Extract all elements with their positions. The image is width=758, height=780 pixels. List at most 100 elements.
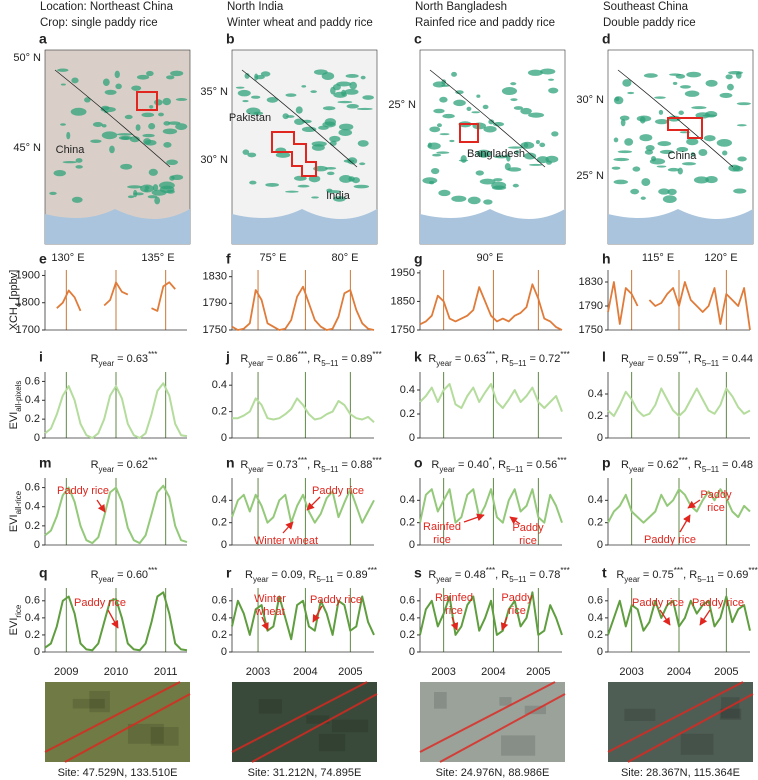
subscript: 5–11 — [506, 465, 524, 474]
panel-letter: m — [39, 455, 51, 471]
superscript: *** — [678, 350, 687, 359]
text-part: R — [91, 459, 99, 471]
map-cropland — [722, 150, 728, 156]
series-line — [231, 285, 375, 331]
annotation-arrow — [463, 513, 485, 523]
photo-field — [127, 723, 164, 744]
subscript: all-rice — [14, 490, 23, 514]
x-tick-label: 2004 — [481, 666, 505, 678]
map-cropland — [275, 152, 291, 158]
y-tick-label: 0.6 — [25, 481, 40, 493]
superscript: *** — [674, 566, 683, 575]
map-cropland — [529, 163, 543, 166]
map-cropland — [49, 191, 57, 196]
text-part: , R — [307, 459, 321, 471]
text-part: = 0.59 — [645, 353, 679, 365]
map-cropland — [524, 152, 537, 160]
map-cropland — [429, 126, 441, 133]
map-cropland — [613, 137, 619, 143]
photo-field — [680, 733, 714, 755]
annotation-arrow — [659, 609, 671, 626]
panel-letter: o — [414, 455, 423, 471]
map-cropland — [324, 118, 337, 126]
map-cropland — [617, 150, 633, 154]
map-cropland — [627, 91, 635, 95]
map-cropland — [678, 110, 684, 115]
superscript: *** — [486, 350, 495, 359]
map-cropland — [479, 178, 496, 185]
y-tick-label: 0.2 — [25, 413, 40, 425]
y-axis-label: XCH4 [ppbv] — [8, 270, 23, 331]
subscript: year — [436, 359, 452, 368]
panel-letter: p — [602, 455, 611, 471]
photo-field — [150, 727, 179, 746]
y-tick-label: 0 — [34, 539, 40, 551]
text-part: = 0.63 — [114, 353, 148, 365]
map-cropland — [356, 107, 373, 111]
map-cropland — [129, 136, 140, 143]
y-tick-label: 1830 — [579, 276, 603, 288]
map-cropland — [260, 71, 271, 77]
annotation: Paddy rice — [692, 597, 744, 609]
map-cropland — [166, 159, 178, 165]
text-part: R — [431, 459, 439, 471]
map-label: 45° N — [13, 142, 41, 154]
annotation-arrow — [282, 521, 294, 534]
map-cropland — [422, 177, 438, 184]
y-tick-label: 1850 — [391, 295, 415, 307]
map-cropland — [506, 154, 511, 162]
text-part: R — [621, 459, 629, 471]
superscript: *** — [560, 350, 569, 359]
map-cropland — [311, 144, 325, 151]
map-cropland — [167, 121, 181, 125]
annotation: Winter — [254, 593, 286, 605]
map-cropland — [676, 146, 689, 153]
y-tick-label: 0 — [597, 539, 603, 551]
map-cropland — [171, 174, 184, 181]
superscript: *** — [560, 566, 569, 575]
photo-field — [72, 698, 105, 709]
map-cropland — [325, 167, 337, 170]
y-tick-label: 0.6 — [25, 375, 40, 387]
panel-letter: s — [414, 565, 422, 581]
map-cropland — [139, 184, 155, 193]
series-line — [419, 383, 563, 412]
map-cropland — [326, 190, 341, 194]
map-cropland — [547, 78, 555, 81]
map-cropland — [535, 140, 540, 145]
subscript: year — [439, 465, 455, 474]
y-tick-label: 1750 — [579, 324, 603, 336]
map-cropland — [60, 123, 66, 126]
map-cropland — [301, 126, 317, 133]
subscript: year — [248, 359, 264, 368]
annotation: Paddy rice — [57, 485, 109, 497]
map-cropland — [285, 115, 295, 118]
map-cropland — [656, 165, 667, 168]
photo-field — [89, 690, 110, 713]
map-cropland — [266, 96, 279, 103]
map-cropland — [539, 68, 556, 75]
map-cropland — [427, 142, 432, 148]
y-tick-label: 0 — [597, 432, 603, 444]
map-cropland — [162, 97, 172, 106]
y-tick-label: 0.2 — [212, 629, 227, 641]
annotation-arrow — [107, 609, 119, 629]
map-cropland — [349, 81, 358, 90]
site-footprint — [607, 681, 754, 763]
map-cropland — [344, 88, 359, 95]
map-cropland — [476, 94, 481, 98]
map-cropland — [244, 73, 250, 79]
map-cropland — [488, 119, 495, 125]
map-cropland — [513, 106, 524, 110]
map-cropland — [71, 77, 79, 84]
map-cropland — [345, 73, 359, 78]
map-cropland — [658, 188, 670, 195]
text-part: EVI — [8, 514, 20, 532]
subscript: 5–11 — [697, 575, 715, 584]
series-line — [232, 397, 375, 423]
series-line — [231, 595, 375, 641]
map-cropland — [359, 162, 366, 166]
map-cropland — [353, 184, 370, 189]
panel-letter: q — [39, 565, 48, 581]
map-cropland — [237, 89, 251, 97]
